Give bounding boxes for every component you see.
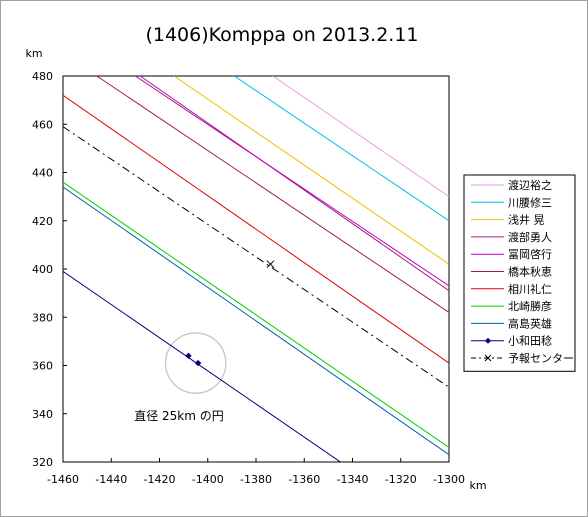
y-tick-label-7: 460	[32, 118, 53, 131]
x-tick-label-7: -1320	[385, 473, 417, 486]
axis-ticks: -1460 -1440 -1420 -1400 -1380 -1360 -1340 -1320…	[32, 70, 465, 486]
x-tick-label-6: -1340	[337, 473, 369, 486]
legend-label-1: 川腰修三	[508, 195, 552, 209]
x-tick-label-5: -1360	[288, 473, 320, 486]
series-line-9	[63, 271, 341, 462]
series-lines	[63, 76, 449, 462]
series-line-5	[96, 76, 449, 313]
y-tick-label-1: 340	[32, 408, 53, 421]
legend-label-8: 高島英雄	[508, 316, 552, 330]
y-tick-label-5: 420	[32, 215, 53, 228]
observed-point-0	[185, 352, 192, 360]
y-tick-label-3: 380	[32, 311, 53, 324]
legend-marker-10	[484, 354, 492, 362]
series-line-2	[173, 76, 449, 265]
series-line-10	[63, 126, 449, 388]
legend-label-4: 冨岡啓行	[508, 247, 552, 261]
legend-label-9: 小和田稔	[508, 334, 552, 348]
series-line-8	[63, 186, 449, 456]
y-tick-label-0: 320	[32, 456, 53, 469]
legend-label-5: 橋本秋恵	[508, 265, 552, 279]
series-line-1	[234, 76, 449, 222]
series-line-3	[139, 76, 449, 292]
legend-label-0: 渡辺裕之	[508, 178, 552, 192]
x-tick-label-3: -1400	[192, 473, 224, 486]
x-tick-label-2: -1420	[144, 473, 176, 486]
series-line-6	[63, 94, 449, 364]
legend-label-3: 渡部勇人	[508, 230, 552, 244]
observed-point-1	[194, 359, 202, 367]
y-tick-label-2: 360	[32, 360, 53, 373]
chart-title: (1406)Komppa on 2013.2.11	[145, 24, 418, 46]
legend-label-10: 予報センター	[508, 352, 574, 365]
center-marker	[266, 260, 275, 269]
legend-label-7: 北崎勝彦	[508, 299, 552, 313]
x-tick-label-8: -1300	[433, 473, 465, 486]
circle-annotation: 直径 25km の円	[134, 409, 224, 423]
series-line-7	[63, 181, 449, 448]
y-tick-label-6: 440	[32, 167, 53, 180]
y-axis-unit: km	[25, 47, 42, 60]
legend-marker-9	[485, 337, 491, 344]
x-tick-label-4: -1380	[240, 473, 272, 486]
x-tick-label-1: -1440	[95, 473, 127, 486]
series-line-4	[135, 76, 449, 287]
reference-circle	[164, 332, 227, 394]
y-tick-label-8: 480	[32, 70, 53, 83]
series-line-0	[272, 76, 449, 198]
x-axis-unit: km	[469, 479, 486, 492]
y-tick-label-4: 400	[32, 263, 53, 276]
x-tick-label-0: -1460	[47, 473, 79, 486]
plot-area	[62, 75, 450, 463]
legend-label-2: 浅井 晃	[508, 213, 545, 227]
legend-box	[463, 174, 576, 372]
legend-label-6: 相川礼仁	[508, 282, 552, 296]
